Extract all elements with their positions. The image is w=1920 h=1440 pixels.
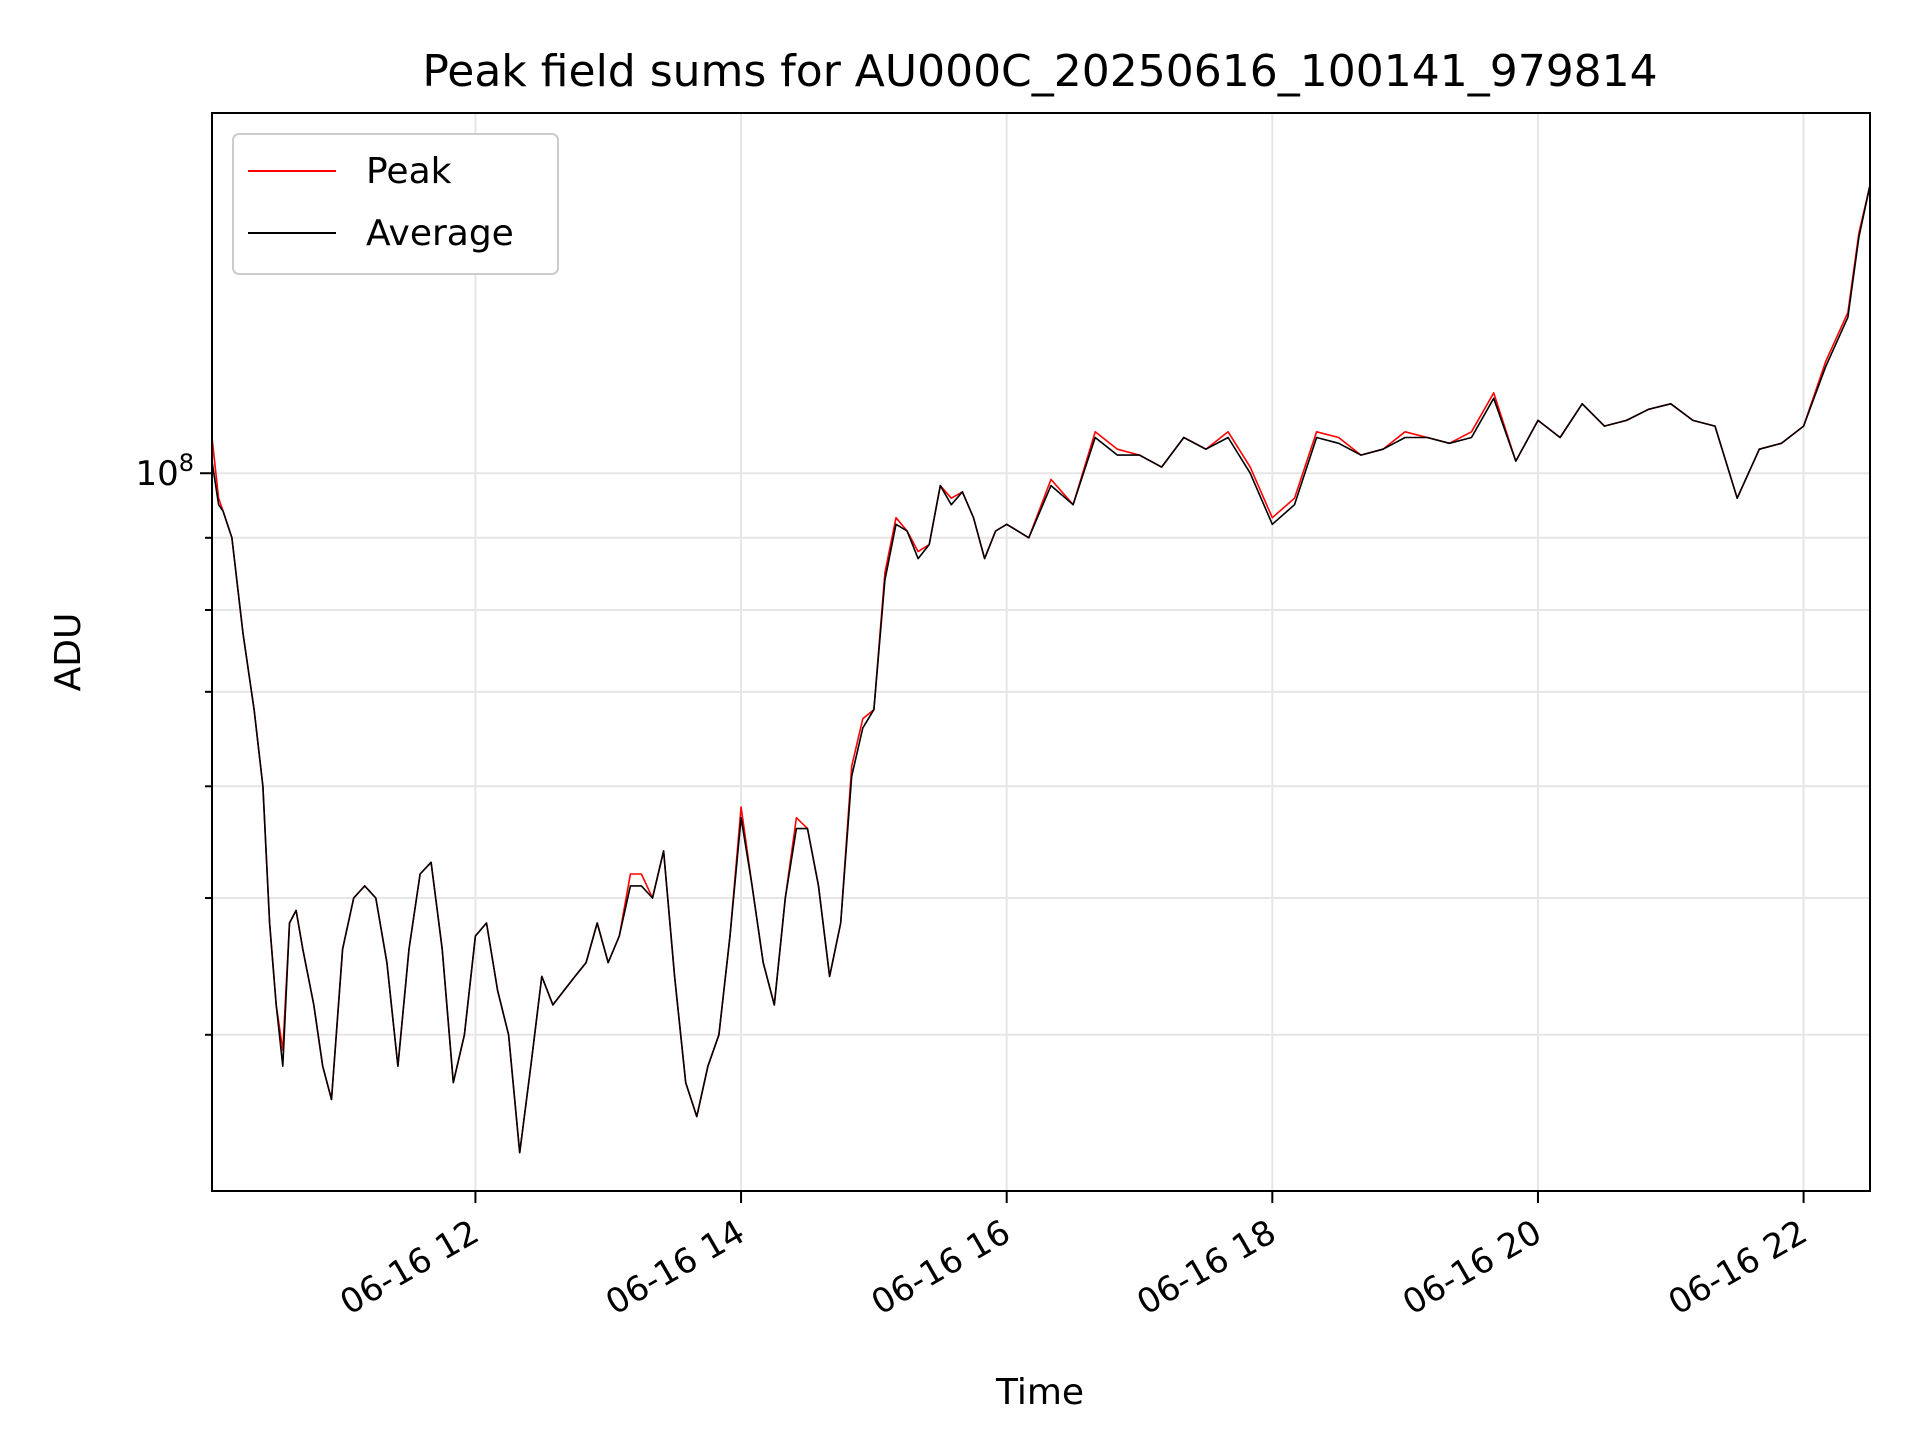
legend-box (232, 133, 559, 275)
chart-title: Peak field sums for AU000C_20250616_1001… (422, 46, 1657, 97)
legend: Peak Average (232, 133, 559, 275)
legend-label-peak: Peak (366, 151, 452, 192)
y-tick-label: 108 (135, 449, 194, 494)
y-axis-ticks: 108 (135, 449, 212, 1036)
y-axis-label: ADU (48, 613, 89, 692)
series-line-average (211, 185, 1871, 1154)
grid (212, 113, 1870, 1191)
x-axis-label: Time (995, 1372, 1084, 1413)
plot-frame (211, 112, 1871, 1192)
series-lines (211, 185, 1871, 1154)
legend-label-average: Average (366, 213, 514, 254)
plot-area (211, 112, 1871, 1192)
